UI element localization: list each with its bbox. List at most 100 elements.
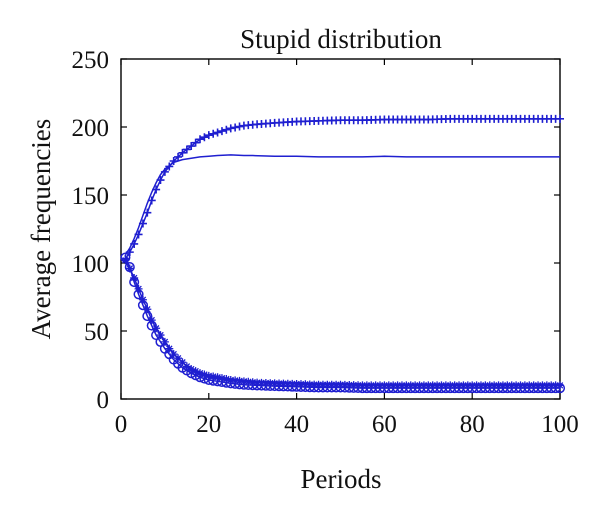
star-marker bbox=[481, 381, 490, 390]
circle-marker bbox=[155, 336, 166, 347]
plus-marker bbox=[231, 123, 240, 132]
plus-marker bbox=[174, 152, 183, 161]
star-marker bbox=[292, 380, 301, 389]
star-marker bbox=[239, 377, 248, 386]
star-marker bbox=[551, 381, 560, 390]
star-marker bbox=[283, 379, 292, 388]
star-marker bbox=[310, 380, 319, 389]
star-marker bbox=[397, 381, 406, 390]
plus-marker bbox=[217, 127, 226, 136]
y-tick-label: 200 bbox=[72, 115, 110, 142]
circle-marker bbox=[120, 252, 131, 263]
star-marker bbox=[525, 381, 534, 390]
star-marker bbox=[485, 381, 494, 390]
circle-marker bbox=[137, 300, 148, 311]
series-layer bbox=[120, 114, 566, 394]
y-tick-label: 100 bbox=[72, 251, 110, 278]
plus-marker bbox=[200, 133, 209, 142]
plus-marker bbox=[204, 131, 213, 140]
star-marker bbox=[152, 324, 161, 333]
star-marker bbox=[389, 381, 398, 390]
star-marker bbox=[476, 381, 485, 390]
star-marker bbox=[323, 380, 332, 389]
star-marker bbox=[512, 381, 521, 390]
star-marker bbox=[459, 381, 468, 390]
star-marker bbox=[494, 381, 503, 390]
star-marker bbox=[244, 377, 253, 386]
x-tick-label: 100 bbox=[541, 411, 579, 438]
star-marker bbox=[411, 381, 420, 390]
star-marker bbox=[248, 378, 257, 387]
star-marker bbox=[520, 381, 529, 390]
circle-marker bbox=[194, 372, 206, 383]
star-marker bbox=[503, 381, 512, 390]
star-marker bbox=[455, 381, 464, 390]
star-marker bbox=[367, 381, 376, 390]
x-tick-label: 80 bbox=[460, 411, 485, 438]
star-marker bbox=[349, 381, 358, 390]
x-tick-label: 0 bbox=[115, 411, 128, 438]
star-marker bbox=[340, 380, 349, 389]
star-marker bbox=[138, 295, 147, 304]
series-line bbox=[124, 118, 560, 260]
star-marker bbox=[468, 381, 477, 390]
star-marker bbox=[402, 381, 411, 390]
circle-marker bbox=[142, 310, 153, 322]
star-marker bbox=[332, 380, 341, 389]
series-1 bbox=[121, 114, 564, 263]
star-marker bbox=[433, 381, 442, 390]
x-tick-label: 60 bbox=[372, 411, 397, 438]
circle-marker bbox=[124, 262, 135, 273]
star-marker bbox=[270, 379, 279, 388]
circle-marker bbox=[151, 330, 162, 341]
plus-marker bbox=[226, 124, 235, 133]
star-marker bbox=[362, 381, 371, 390]
star-marker bbox=[450, 381, 459, 390]
star-marker bbox=[547, 381, 556, 390]
circle-marker bbox=[554, 383, 566, 394]
star-marker bbox=[279, 379, 288, 388]
y-tick-label: 0 bbox=[97, 387, 110, 414]
star-marker bbox=[371, 381, 380, 390]
circle-marker bbox=[550, 383, 561, 394]
star-marker bbox=[305, 380, 314, 389]
plot-frame bbox=[120, 58, 561, 400]
plus-marker bbox=[196, 135, 205, 144]
x-tick-label: 40 bbox=[284, 411, 309, 438]
y-axis-label: Average frequencies bbox=[26, 119, 56, 340]
star-marker bbox=[428, 381, 437, 390]
star-marker bbox=[538, 381, 547, 390]
star-marker bbox=[235, 376, 244, 385]
axis-ticks: 0 20 40 60 80 100 0 50 100 150 200 250 bbox=[72, 47, 579, 438]
star-marker bbox=[534, 381, 543, 390]
star-marker bbox=[380, 381, 389, 390]
star-marker bbox=[516, 381, 525, 390]
star-marker bbox=[134, 284, 143, 293]
y-tick-label: 250 bbox=[72, 47, 110, 74]
star-marker bbox=[121, 256, 130, 265]
plus-marker bbox=[556, 114, 564, 123]
star-marker bbox=[345, 380, 354, 389]
star-marker bbox=[275, 379, 284, 388]
star-marker bbox=[384, 381, 393, 390]
star-marker bbox=[556, 381, 564, 390]
series-3 bbox=[121, 256, 564, 390]
star-marker bbox=[266, 379, 275, 388]
plus-marker bbox=[178, 148, 187, 157]
plus-marker bbox=[182, 145, 191, 154]
star-marker bbox=[406, 381, 415, 390]
plus-marker bbox=[235, 122, 244, 131]
chart-title: Stupid distribution bbox=[240, 24, 442, 54]
circle-marker bbox=[129, 276, 140, 288]
plus-marker bbox=[213, 128, 222, 137]
star-marker bbox=[529, 381, 538, 390]
plus-marker bbox=[191, 138, 200, 147]
star-marker bbox=[354, 381, 363, 390]
x-tick-label: 20 bbox=[196, 411, 221, 438]
star-marker bbox=[336, 380, 345, 389]
series-2 bbox=[124, 154, 560, 256]
star-marker bbox=[542, 381, 551, 390]
star-marker bbox=[314, 380, 323, 389]
plus-marker bbox=[209, 129, 218, 138]
star-marker bbox=[490, 381, 499, 390]
